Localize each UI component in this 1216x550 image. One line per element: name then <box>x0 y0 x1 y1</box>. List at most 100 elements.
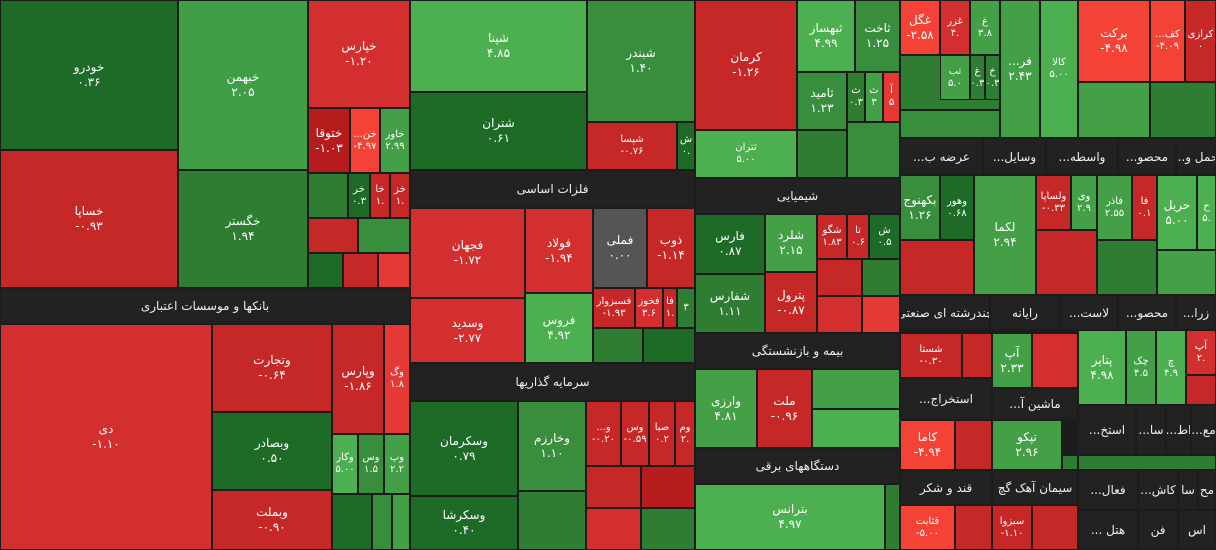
stock-name: خبهمن <box>226 70 260 84</box>
sector-header: عرضه ب... <box>900 138 983 175</box>
sector-header: اس <box>1178 510 1216 550</box>
stock-tile: حریل ۵.۰۰ <box>1157 175 1197 250</box>
stock-name: غ <box>982 15 988 27</box>
sector-header: محصو... <box>1118 295 1176 330</box>
sector-header: فلزات اساسی <box>410 170 695 208</box>
stock-name: شپسا <box>620 134 644 145</box>
stock-name: خا <box>375 183 385 195</box>
stock-name: پتایر <box>1091 352 1113 367</box>
stock-tile: ثبهساز ۴.۹۹ <box>797 0 855 72</box>
stock-name: وبصادر <box>254 436 290 450</box>
sector-header: حمل و... <box>1176 138 1216 175</box>
stock-name: وپ <box>389 452 405 463</box>
stock-name: ذوب <box>659 233 683 247</box>
sector-header: سرمایه گذاریها <box>410 363 695 401</box>
price-change: ۰. <box>681 146 691 157</box>
price-change: -۴.۹۸ <box>1100 41 1128 55</box>
stock-tile: کرازی ۰ <box>1185 0 1216 82</box>
price-change: ۱. <box>375 195 385 207</box>
stock-tile: وتجارت -۰.۶۴ <box>212 324 332 412</box>
stock-tile: فا ۰.۱ <box>1132 175 1157 240</box>
small-tile <box>812 409 900 448</box>
small-tile <box>643 328 695 363</box>
small-tile <box>586 508 641 550</box>
stock-name: آپ <box>1194 340 1208 352</box>
small-tile <box>308 218 358 253</box>
stock-tile: و... -۰.۲۰ <box>586 401 621 466</box>
stock-name: بترانس <box>772 502 808 516</box>
stock-tile: ولساپا -۰.۳۳ <box>1036 175 1071 230</box>
small-tile <box>332 494 372 550</box>
price-change: -۰.۳۳ <box>1042 202 1065 214</box>
stock-name: تپکو <box>1017 430 1037 444</box>
small-tile <box>817 296 862 333</box>
stock-tile: شگو ۱.۸۳ <box>817 214 847 259</box>
price-change: ۴.۹۷ <box>778 517 802 531</box>
sector-header: دستگاههای برقی <box>695 448 900 484</box>
price-change: -۴.۹۷ <box>353 140 377 152</box>
stock-name: ثاخت <box>864 21 891 35</box>
price-change: ۱.۸۳ <box>822 236 842 248</box>
price-change: ۵.۰ <box>948 77 962 89</box>
price-change: -۰.۵۹ <box>623 433 647 445</box>
price-change: ۲.۰۵ <box>231 85 255 99</box>
stock-tile: برکت -۴.۹۸ <box>1078 0 1150 82</box>
price-change: ۲. <box>680 433 690 445</box>
stock-tile: ۳ <box>677 288 695 328</box>
stock-tile: شلرد ۲.۱۵ <box>765 214 817 272</box>
small-tile <box>1062 455 1078 470</box>
small-tile <box>1032 505 1078 550</box>
stock-name: کاما <box>917 430 938 444</box>
stock-tile: ملت -۰.۹۶ <box>757 369 812 448</box>
stock-name: ثبهساز <box>809 21 843 35</box>
small-tile <box>1078 455 1216 470</box>
price-change: ۰.۷۹ <box>452 448 476 463</box>
stock-name: ثامید <box>810 86 834 100</box>
stock-name: فاذر <box>1105 195 1124 207</box>
price-change: -۰.۲۰ <box>592 433 615 445</box>
price-change: ۵. <box>1202 212 1211 224</box>
price-change: ۴.۹۸ <box>1090 367 1114 382</box>
stock-tile: بکهنوج ۱.۲۶ <box>900 175 940 240</box>
price-change: ۴.۸۵ <box>486 46 511 60</box>
sector-header: محصو... <box>1118 138 1176 175</box>
price-change: ۱.۵ <box>364 464 378 475</box>
stock-tile: آپ ۲.۳۳ <box>992 333 1032 388</box>
small-tile <box>308 253 343 288</box>
stock-tile: وارزی ۴.۸۱ <box>695 369 757 448</box>
stock-name: شبندر <box>626 46 656 60</box>
stock-name: تا <box>855 224 861 236</box>
price-change: ۵ <box>888 97 895 108</box>
stock-tile: قثابت -۵.۰۰ <box>900 505 955 550</box>
price-change: ۵.۰۰ <box>736 154 756 165</box>
stock-name: غگل <box>909 12 931 27</box>
price-change: ۱.۹۴ <box>231 229 255 243</box>
stock-name: فا <box>1140 195 1149 207</box>
sector-header: مح <box>1198 470 1216 510</box>
sector-header: کاش... <box>1138 470 1178 510</box>
stock-name: کرمان <box>730 50 762 64</box>
stock-tile: تب ۵.۰ <box>940 55 970 100</box>
price-change: -۱.۲۶ <box>732 65 760 79</box>
price-change: ۰.۶ <box>851 236 865 248</box>
stock-name: وپارس <box>341 364 375 378</box>
stock-name: ش <box>878 224 891 236</box>
stock-tile: خبهمن ۲.۰۵ <box>178 0 308 170</box>
stock-tile: ذوب -۱.۱۴ <box>647 208 695 288</box>
price-change: -۲.۷۷ <box>453 330 482 345</box>
stock-tile: وپ ۲.۲ <box>384 434 410 494</box>
price-change: -۰.۷۶ <box>620 146 644 157</box>
stock-name: خر <box>353 183 365 195</box>
stock-tile: وسدید -۲.۷۷ <box>410 298 525 363</box>
stock-name: غزر <box>947 15 963 27</box>
price-change: -۲.۵۸ <box>906 27 934 42</box>
small-tile <box>862 259 900 296</box>
sector-header: استخراج... <box>900 378 992 420</box>
stock-name: خز <box>394 183 406 195</box>
sector-header: زرا... <box>1176 295 1216 330</box>
price-change: ۱. <box>395 195 405 207</box>
price-change: ۰.۴۰ <box>452 523 476 537</box>
price-change: ۲.۳۳ <box>1000 360 1024 375</box>
stock-name: فارس <box>715 229 745 243</box>
stock-name: خن... <box>353 128 377 140</box>
